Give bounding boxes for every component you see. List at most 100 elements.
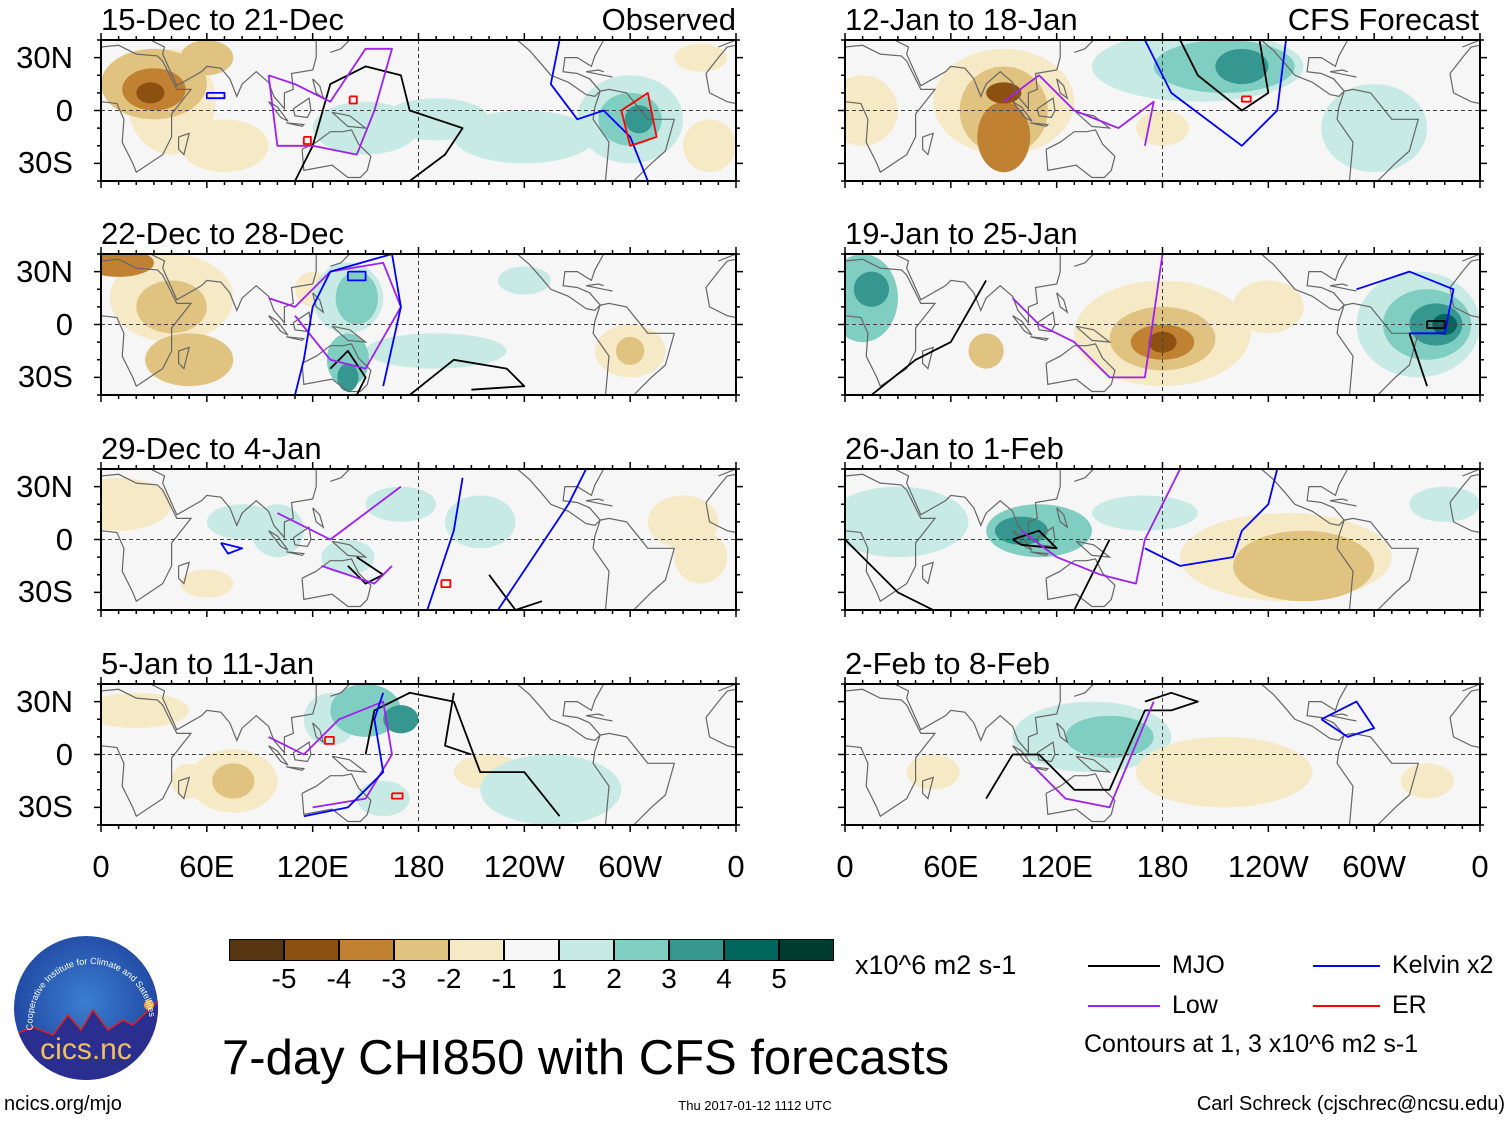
map-panel-forecast xyxy=(838,462,1487,617)
colorbar-swatch xyxy=(449,939,504,961)
coastline xyxy=(1036,741,1056,763)
forecast-label: CFS Forecast xyxy=(1287,2,1479,37)
mjo-contour xyxy=(1012,529,1058,550)
positive-anomaly-region xyxy=(335,271,378,325)
coastline xyxy=(845,469,1061,540)
mjo-legend-line xyxy=(1088,965,1160,967)
website-link[interactable]: ncics.org/mjo xyxy=(4,1093,122,1115)
lat-tick-label: 30S xyxy=(17,574,73,610)
coastline xyxy=(1045,129,1116,179)
negative-anomaly-region xyxy=(180,40,234,76)
coastline xyxy=(177,776,191,800)
coastline xyxy=(585,713,613,722)
coastline xyxy=(1074,469,1095,482)
coastline xyxy=(1045,343,1116,393)
coastline xyxy=(301,558,372,608)
coastline xyxy=(1056,722,1069,744)
er-contour xyxy=(391,792,404,800)
coastline xyxy=(1056,507,1069,529)
coastline xyxy=(516,254,605,312)
map-panel-observed xyxy=(94,247,743,402)
er-contour xyxy=(440,579,452,588)
negative-anomaly-region xyxy=(180,119,269,173)
coastline xyxy=(1045,558,1116,608)
mjo-contour xyxy=(870,279,987,395)
colorbar-swatch xyxy=(504,939,559,961)
coastline xyxy=(845,684,1061,755)
coastline xyxy=(1056,292,1069,314)
coastline xyxy=(1260,254,1349,312)
observed-label: Observed xyxy=(601,2,736,37)
mjo-contour xyxy=(444,692,472,756)
lon-tick-label: 120W xyxy=(1227,849,1309,884)
lon-tick-label: 0 xyxy=(836,849,854,884)
coastline xyxy=(101,688,193,818)
positive-anomaly-region xyxy=(624,105,654,134)
map-panel-forecast xyxy=(838,33,1487,188)
coastline xyxy=(1336,302,1420,395)
coastline xyxy=(921,561,935,585)
low-contour xyxy=(1020,469,1181,585)
colorbar-swatch xyxy=(669,939,724,961)
low-contour xyxy=(268,700,393,809)
coastline xyxy=(292,526,312,548)
panel-title: 12-Jan to 18-Jan xyxy=(845,2,1078,37)
kelvin-contour xyxy=(220,542,244,555)
coastline xyxy=(845,254,1061,325)
kelvin-contour xyxy=(303,692,385,818)
lon-tick-label: 180 xyxy=(392,849,445,884)
lat-tick-label: 30N xyxy=(16,468,73,504)
coastline xyxy=(330,684,351,697)
coastline xyxy=(101,469,317,540)
colorbar-label: 2 xyxy=(606,963,622,994)
coastline xyxy=(101,684,317,755)
colorbar-swatch xyxy=(394,939,449,961)
er-contour xyxy=(1240,95,1252,103)
kelvin-contour xyxy=(346,270,367,282)
coastline xyxy=(292,97,312,119)
negative-anomaly-region xyxy=(180,569,234,598)
lat-tick-label: 30N xyxy=(16,39,73,75)
negative-anomaly-region xyxy=(674,43,728,72)
positive-anomaly-region xyxy=(1321,84,1428,173)
lon-tick-label: 180 xyxy=(1136,849,1189,884)
positive-anomaly-region xyxy=(330,684,401,737)
coastline xyxy=(1075,325,1112,343)
coastline xyxy=(921,132,935,156)
er-contour xyxy=(620,92,658,147)
lon-tick-label: 120E xyxy=(276,849,349,884)
logo-text: cics.nc xyxy=(40,1033,132,1066)
lat-tick-label: 30N xyxy=(16,253,73,289)
kelvin-contour xyxy=(497,469,587,610)
negative-anomaly-region xyxy=(977,101,1031,173)
coastline xyxy=(331,540,368,558)
coastline xyxy=(592,88,676,181)
negative-anomaly-region xyxy=(136,280,207,334)
lat-tick-label: 30S xyxy=(17,359,73,395)
coastline xyxy=(1012,315,1033,336)
kelvin-contour xyxy=(205,92,226,100)
negative-anomaly-region xyxy=(1233,280,1304,334)
positive-anomaly-region xyxy=(1065,715,1154,759)
panel-title: 22-Dec to 28-Dec xyxy=(101,216,344,251)
coastline xyxy=(301,773,372,823)
coastline xyxy=(331,755,368,773)
colorbar-swatch xyxy=(229,939,284,961)
positive-anomaly-region xyxy=(453,110,595,164)
negative-anomaly-region xyxy=(986,82,1022,104)
coastline xyxy=(312,507,325,529)
coastline xyxy=(1012,101,1033,122)
low-contour xyxy=(268,261,402,370)
lon-tick-label: 120E xyxy=(1020,849,1093,884)
mjo-contour xyxy=(1179,40,1270,112)
colorbar-label: 5 xyxy=(771,963,787,994)
colorbar-swatch xyxy=(559,939,614,961)
coastline xyxy=(1030,766,1050,772)
negative-anomaly-region xyxy=(1233,530,1375,602)
colorbar-label: 4 xyxy=(716,963,732,994)
coastline xyxy=(101,473,193,603)
coastline xyxy=(286,551,306,557)
colorbar-units: x10^6 m2 s-1 xyxy=(855,950,1017,980)
positive-anomaly-region xyxy=(337,363,359,392)
panel-title: 19-Jan to 25-Jan xyxy=(845,216,1078,251)
